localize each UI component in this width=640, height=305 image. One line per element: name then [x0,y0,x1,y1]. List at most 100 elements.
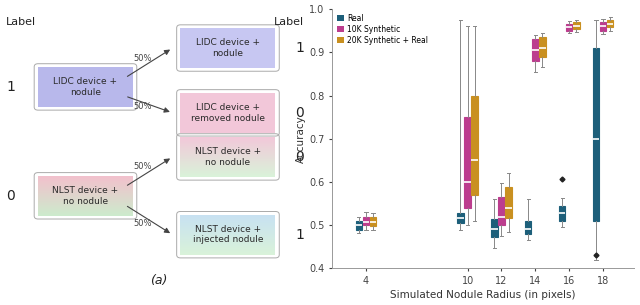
Bar [180,105,275,106]
Bar [180,112,275,113]
Bar [180,170,275,171]
Bar [180,65,275,66]
Bar [180,49,275,50]
Bar [180,144,275,145]
Bar [180,142,275,143]
Bar [180,63,275,64]
Bar [180,95,275,96]
Bar [38,192,133,193]
Bar [180,44,275,45]
Bar [180,111,275,112]
Bar [38,79,133,80]
Bar [180,154,275,155]
Bar [180,113,275,114]
Bar [180,227,275,228]
Bar [180,140,275,141]
Bar [180,29,275,30]
Bar [180,217,275,218]
Bar [38,104,133,105]
Bar [38,204,133,205]
Bar [180,244,275,245]
Bar [38,215,133,216]
Bar [180,248,275,249]
Bar [38,214,133,215]
Bar [38,188,133,189]
Bar [180,131,275,132]
Bar [38,205,133,206]
Bar [38,73,133,74]
Bar [38,197,133,198]
PathPatch shape [532,39,539,61]
Bar [180,108,275,109]
Bar [180,103,275,104]
Bar [180,242,275,243]
Text: 1: 1 [6,80,15,94]
Text: 1: 1 [295,41,304,55]
Bar [38,211,133,212]
Bar [38,186,133,187]
Bar [180,55,275,56]
Bar [180,37,275,38]
Bar [180,233,275,234]
Bar [38,87,133,88]
Bar [180,174,275,175]
Bar [38,86,133,87]
Bar [180,123,275,124]
Bar [38,69,133,70]
Text: 0: 0 [295,106,304,120]
Bar [180,60,275,61]
Text: LIDC device +
removed nodule: LIDC device + removed nodule [191,103,265,123]
Bar [180,115,275,116]
Bar [180,218,275,219]
Bar [180,239,275,240]
Bar [180,52,275,53]
Bar [38,202,133,203]
Bar [38,81,133,82]
Bar [38,212,133,213]
Bar [180,33,275,34]
Text: 0: 0 [295,150,304,164]
Bar [180,156,275,157]
Bar [38,67,133,68]
Bar [180,225,275,226]
Bar [180,48,275,49]
Bar [180,223,275,224]
Bar [180,157,275,158]
PathPatch shape [525,221,531,234]
Bar [180,153,275,154]
Bar [180,173,275,174]
Bar [180,43,275,44]
Bar [180,172,275,173]
Bar [180,66,275,67]
Bar [38,78,133,79]
Bar [180,51,275,52]
Bar [180,235,275,236]
Bar [180,32,275,33]
Text: Label: Label [274,17,304,27]
Bar [180,137,275,138]
Bar [180,146,275,147]
Bar [38,195,133,196]
Bar [180,47,275,48]
Bar [180,116,275,117]
Bar [38,183,133,184]
Bar [38,179,133,180]
Bar [38,180,133,181]
Bar [180,232,275,233]
X-axis label: Simulated Nodule Radius (in pixels): Simulated Nodule Radius (in pixels) [390,290,575,300]
Bar [180,240,275,241]
PathPatch shape [566,24,572,31]
Bar [180,176,275,177]
Bar [180,169,275,170]
Bar [180,54,275,55]
Legend: Real, 10K Synthetic, 20K Synthetic + Real: Real, 10K Synthetic, 20K Synthetic + Rea… [336,13,429,45]
Bar [180,148,275,149]
Bar [180,125,275,126]
Bar [180,237,275,238]
Bar [180,230,275,231]
Bar [180,107,275,108]
Bar [180,215,275,216]
Bar [180,67,275,68]
Bar [180,158,275,159]
Bar [38,88,133,89]
